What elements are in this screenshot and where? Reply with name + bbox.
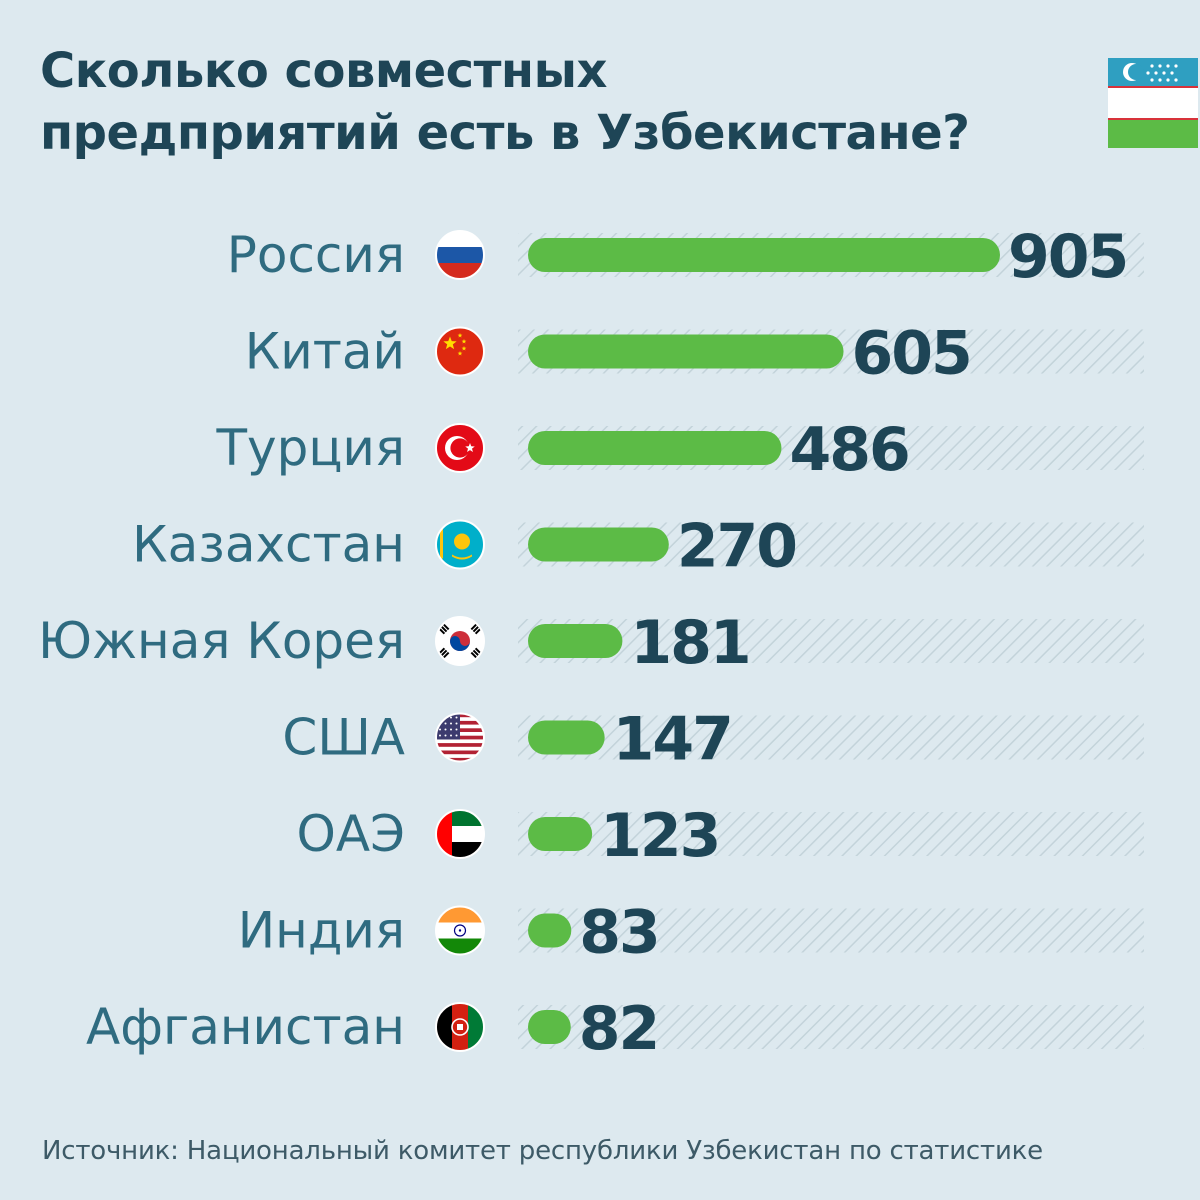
india-flag-icon <box>435 905 485 956</box>
bar <box>528 334 844 369</box>
category-label: Китай <box>245 323 405 381</box>
bar-track <box>518 1005 1144 1049</box>
title-line-2: предприятий есть в Узбекистане? <box>40 105 970 161</box>
bar <box>528 527 669 562</box>
russia-flag-icon <box>435 230 485 280</box>
bar-track <box>518 908 1144 953</box>
value-label: 605 <box>852 319 971 389</box>
category-label: Афганистан <box>86 998 405 1056</box>
category-label: Россия <box>227 226 405 284</box>
bar <box>528 431 782 465</box>
kazakhstan-flag-icon <box>435 519 485 570</box>
bar <box>528 624 623 658</box>
page-title: Сколько совместных предприятий есть в Уз… <box>40 40 1080 164</box>
bar-row: Китай 605 <box>245 319 1144 389</box>
category-label: Индия <box>238 902 405 960</box>
bar-row: Казахстан 270 <box>132 512 1144 582</box>
bar-row: ОАЭ 123 <box>297 801 1144 871</box>
bar <box>528 913 572 948</box>
value-label: 270 <box>677 512 796 582</box>
bar-row: Турция 486 <box>216 415 1144 485</box>
bar-row: США 147 <box>282 705 1144 775</box>
bar-row: Россия 905 <box>227 222 1144 292</box>
value-label: 905 <box>1008 222 1127 292</box>
value-label: 147 <box>613 705 732 775</box>
title-line-1: Сколько совместных <box>40 43 607 99</box>
bar-row: Афганистан 82 <box>86 994 1144 1064</box>
south-korea-flag-icon <box>435 616 485 666</box>
bar-row: Индия 83 <box>238 898 1144 968</box>
value-label: 486 <box>789 415 908 485</box>
usa-flag-icon <box>435 712 485 763</box>
value-label: 181 <box>630 608 749 678</box>
bar <box>528 238 1000 272</box>
category-label: Казахстан <box>132 516 405 574</box>
afghanistan-flag-icon <box>435 1002 485 1052</box>
bar <box>528 817 593 851</box>
bar-track <box>518 812 1144 856</box>
category-label: Турция <box>216 419 405 477</box>
category-label: США <box>282 709 405 767</box>
uae-flag-icon <box>435 809 485 859</box>
china-flag-icon <box>435 326 485 377</box>
uzbekistan-flag-icon <box>1108 58 1198 148</box>
turkey-flag-icon <box>435 423 485 473</box>
source-note: Источник: Национальный комитет республик… <box>42 1136 1043 1166</box>
value-label: 82 <box>579 994 659 1064</box>
bar-track <box>518 715 1144 760</box>
value-label: 83 <box>579 898 659 968</box>
bar <box>528 720 605 755</box>
value-label: 123 <box>600 801 719 871</box>
bar-row: Южная Корея 181 <box>38 608 1144 678</box>
bar <box>528 1010 571 1044</box>
category-label: Южная Корея <box>38 612 405 670</box>
category-label: ОАЭ <box>297 805 405 863</box>
